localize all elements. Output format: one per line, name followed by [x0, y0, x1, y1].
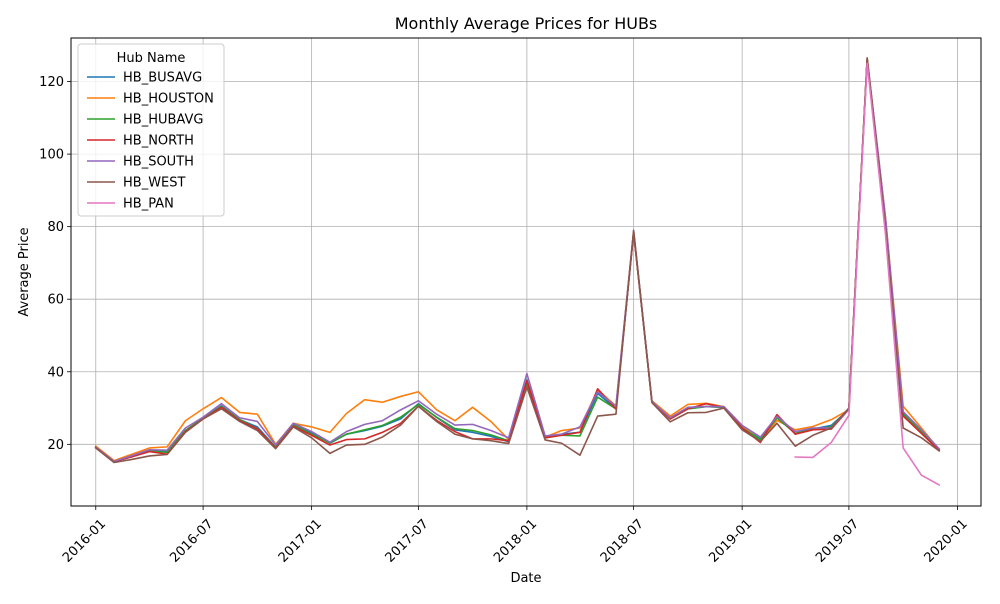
legend-label-hb-west: HB_WEST	[123, 176, 186, 191]
y-axis-label: Average Price	[17, 227, 32, 316]
y-axis-ticks: 20 40 60 80 100 120	[39, 75, 71, 453]
legend-label-hb-north: HB_NORTH	[123, 134, 194, 149]
series-line-hb-south	[94, 57, 941, 463]
y-tick-label: 20	[47, 438, 64, 453]
legend-label-hb-houston: HB_HOUSTON	[123, 92, 214, 107]
series-line-hb-west	[94, 57, 941, 464]
legend-items: HB_BUSAVG HB_HOUSTON HB_HUBAVG HB_NORTH HB_S…	[87, 71, 214, 212]
legend-label-hb-south: HB_SOUTH	[123, 155, 194, 170]
y-tick-label: 40	[47, 365, 64, 380]
legend-label-hb-pan: HB_PAN	[123, 197, 174, 212]
legend: Hub Name HB_BUSAVGHB_HOUSTONHB_HUBAVGHB_…	[77, 43, 225, 217]
legend-box	[77, 43, 225, 217]
series-lines	[94, 57, 941, 487]
series-line-hb-pan	[794, 62, 941, 487]
y-tick-label: 100	[39, 148, 64, 163]
legend-label-hb-busavg: HB_BUSAVG	[123, 71, 202, 86]
y-tick-label: 60	[47, 293, 64, 308]
y-tick-label: 80	[47, 220, 64, 235]
legend-label-hb-hubavg: HB_HUBAVG	[123, 113, 203, 128]
plot-frame	[70, 37, 982, 507]
chart-title: Monthly Average Prices for HUBs	[395, 14, 658, 33]
y-tick-label: 120	[39, 75, 64, 90]
legend-title: Hub Name	[117, 51, 186, 66]
x-axis-label: Date	[510, 571, 541, 586]
